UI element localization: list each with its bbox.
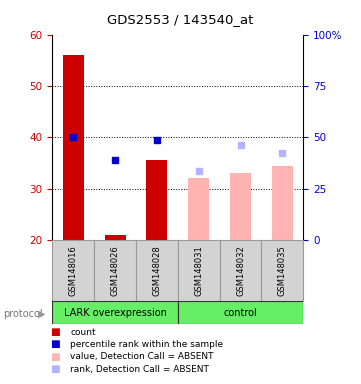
Bar <box>147 161 168 240</box>
Text: ■: ■ <box>51 364 60 374</box>
Text: count: count <box>70 328 96 337</box>
Bar <box>136 240 178 301</box>
Text: GDS2553 / 143540_at: GDS2553 / 143540_at <box>107 13 254 26</box>
Text: GSM148028: GSM148028 <box>152 245 161 296</box>
Text: protocol: protocol <box>4 309 43 319</box>
Bar <box>94 240 136 301</box>
Text: ■: ■ <box>51 339 60 349</box>
Text: control: control <box>224 308 257 318</box>
Text: GSM148035: GSM148035 <box>278 245 287 296</box>
Text: ▶: ▶ <box>38 309 45 319</box>
Bar <box>52 240 94 301</box>
Bar <box>261 240 303 301</box>
Bar <box>105 235 126 240</box>
Text: ■: ■ <box>51 352 60 362</box>
Text: LARK overexpression: LARK overexpression <box>64 308 166 318</box>
Bar <box>272 166 293 240</box>
Text: GSM148031: GSM148031 <box>194 245 203 296</box>
Bar <box>52 301 178 324</box>
Text: GSM148032: GSM148032 <box>236 245 245 296</box>
Bar <box>219 240 261 301</box>
Text: ■: ■ <box>51 327 60 337</box>
Bar <box>178 301 303 324</box>
Bar <box>63 55 84 240</box>
Text: GSM148016: GSM148016 <box>69 245 78 296</box>
Bar <box>188 178 209 240</box>
Bar <box>230 173 251 240</box>
Text: rank, Detection Call = ABSENT: rank, Detection Call = ABSENT <box>70 364 209 374</box>
Text: percentile rank within the sample: percentile rank within the sample <box>70 340 223 349</box>
Text: GSM148026: GSM148026 <box>110 245 119 296</box>
Bar <box>178 240 219 301</box>
Text: value, Detection Call = ABSENT: value, Detection Call = ABSENT <box>70 352 214 361</box>
